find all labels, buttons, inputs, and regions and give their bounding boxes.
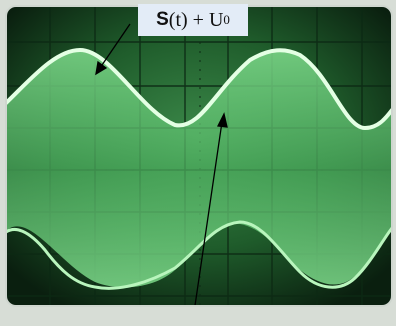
annotation-symbol: S xyxy=(156,9,169,30)
am-signal-band xyxy=(6,50,392,288)
annotation-subscript: 0 xyxy=(223,12,230,27)
lower-envelope-trace xyxy=(6,220,392,290)
annotation-argument: (t) + U xyxy=(168,8,224,31)
upper-envelope-trace xyxy=(6,47,392,131)
annotation-arrows xyxy=(95,23,228,306)
